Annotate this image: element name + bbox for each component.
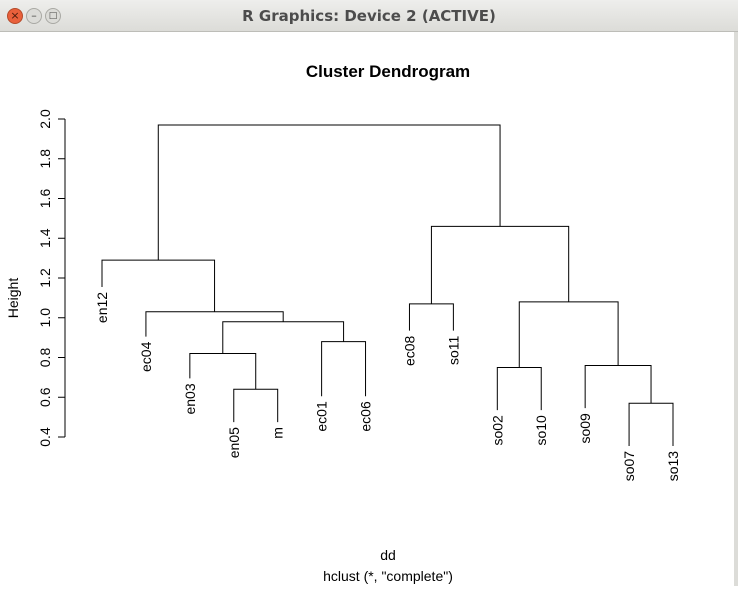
minimize-icon[interactable]: – (26, 8, 42, 24)
leaf-label: ec01 (314, 401, 330, 432)
dendrogram-branch (408, 303, 454, 331)
y-tick-label: 0.8 (37, 348, 53, 368)
dendrogram-branch (233, 388, 279, 423)
leaf-label: so09 (577, 413, 593, 444)
y-tick-label: 1.2 (37, 268, 53, 288)
dendrogram-branch (145, 311, 284, 337)
leaf-label: so11 (445, 335, 461, 365)
window-title: R Graphics: Device 2 (ACTIVE) (242, 7, 496, 25)
dendrogram-tree (101, 124, 674, 446)
x-axis-label: dd (380, 547, 396, 563)
dendrogram-branch (584, 364, 652, 409)
leaf-label: ec08 (401, 335, 417, 366)
dendrogram-branch (222, 321, 345, 354)
window-edge (734, 32, 738, 586)
dendrogram-branch (321, 341, 367, 397)
leaf-label: en05 (226, 427, 242, 458)
y-tick-label: 2.0 (37, 109, 53, 129)
leaf-label: so02 (489, 415, 505, 446)
dendrogram-branch (518, 301, 619, 368)
dendrogram-branch (496, 366, 542, 411)
dendrogram-branch (101, 259, 216, 312)
dendrogram-plot: Cluster Dendrogram dd hclust (*, "comple… (5, 62, 681, 584)
y-axis-label: Height (5, 278, 21, 319)
leaf-label: ec04 (138, 341, 154, 372)
leaf-label: so07 (621, 451, 637, 482)
dendrogram-branch (628, 402, 674, 446)
y-tick-label: 0.6 (37, 387, 53, 407)
y-tick-label: 1.6 (37, 189, 53, 209)
leaf-labels: en12 ec04 en03 en05 m ec01 ec06 ec08 so11 so02 so1… (94, 292, 681, 482)
y-tick-label: 0.4 (37, 427, 53, 447)
y-tick-label: 1.0 (37, 308, 53, 328)
leaf-label: en03 (182, 383, 198, 414)
maximize-icon[interactable]: □ (45, 8, 61, 24)
dendrogram-branch (430, 225, 570, 304)
y-axis: 0.4 0.6 0.8 1.0 1.2 1.4 1.6 1.8 2.0 (37, 109, 66, 447)
title-bar[interactable]: × – □ R Graphics: Device 2 (ACTIVE) (0, 0, 738, 32)
dendrogram-branch (189, 353, 257, 390)
leaf-label: ec06 (358, 401, 374, 432)
leaf-label: so13 (665, 451, 681, 482)
y-tick-label: 1.8 (37, 149, 53, 169)
x-axis-sublabel: hclust (*, "complete") (323, 568, 453, 584)
leaf-label: m (270, 427, 286, 439)
chart-title: Cluster Dendrogram (306, 62, 470, 81)
leaf-label: en12 (94, 292, 110, 323)
dendrogram-branch (157, 124, 501, 261)
leaf-label: so10 (533, 415, 549, 446)
y-tick-label: 1.4 (37, 228, 53, 248)
close-icon[interactable]: × (7, 8, 23, 24)
plot-area: Cluster Dendrogram dd hclust (*, "comple… (0, 32, 738, 586)
